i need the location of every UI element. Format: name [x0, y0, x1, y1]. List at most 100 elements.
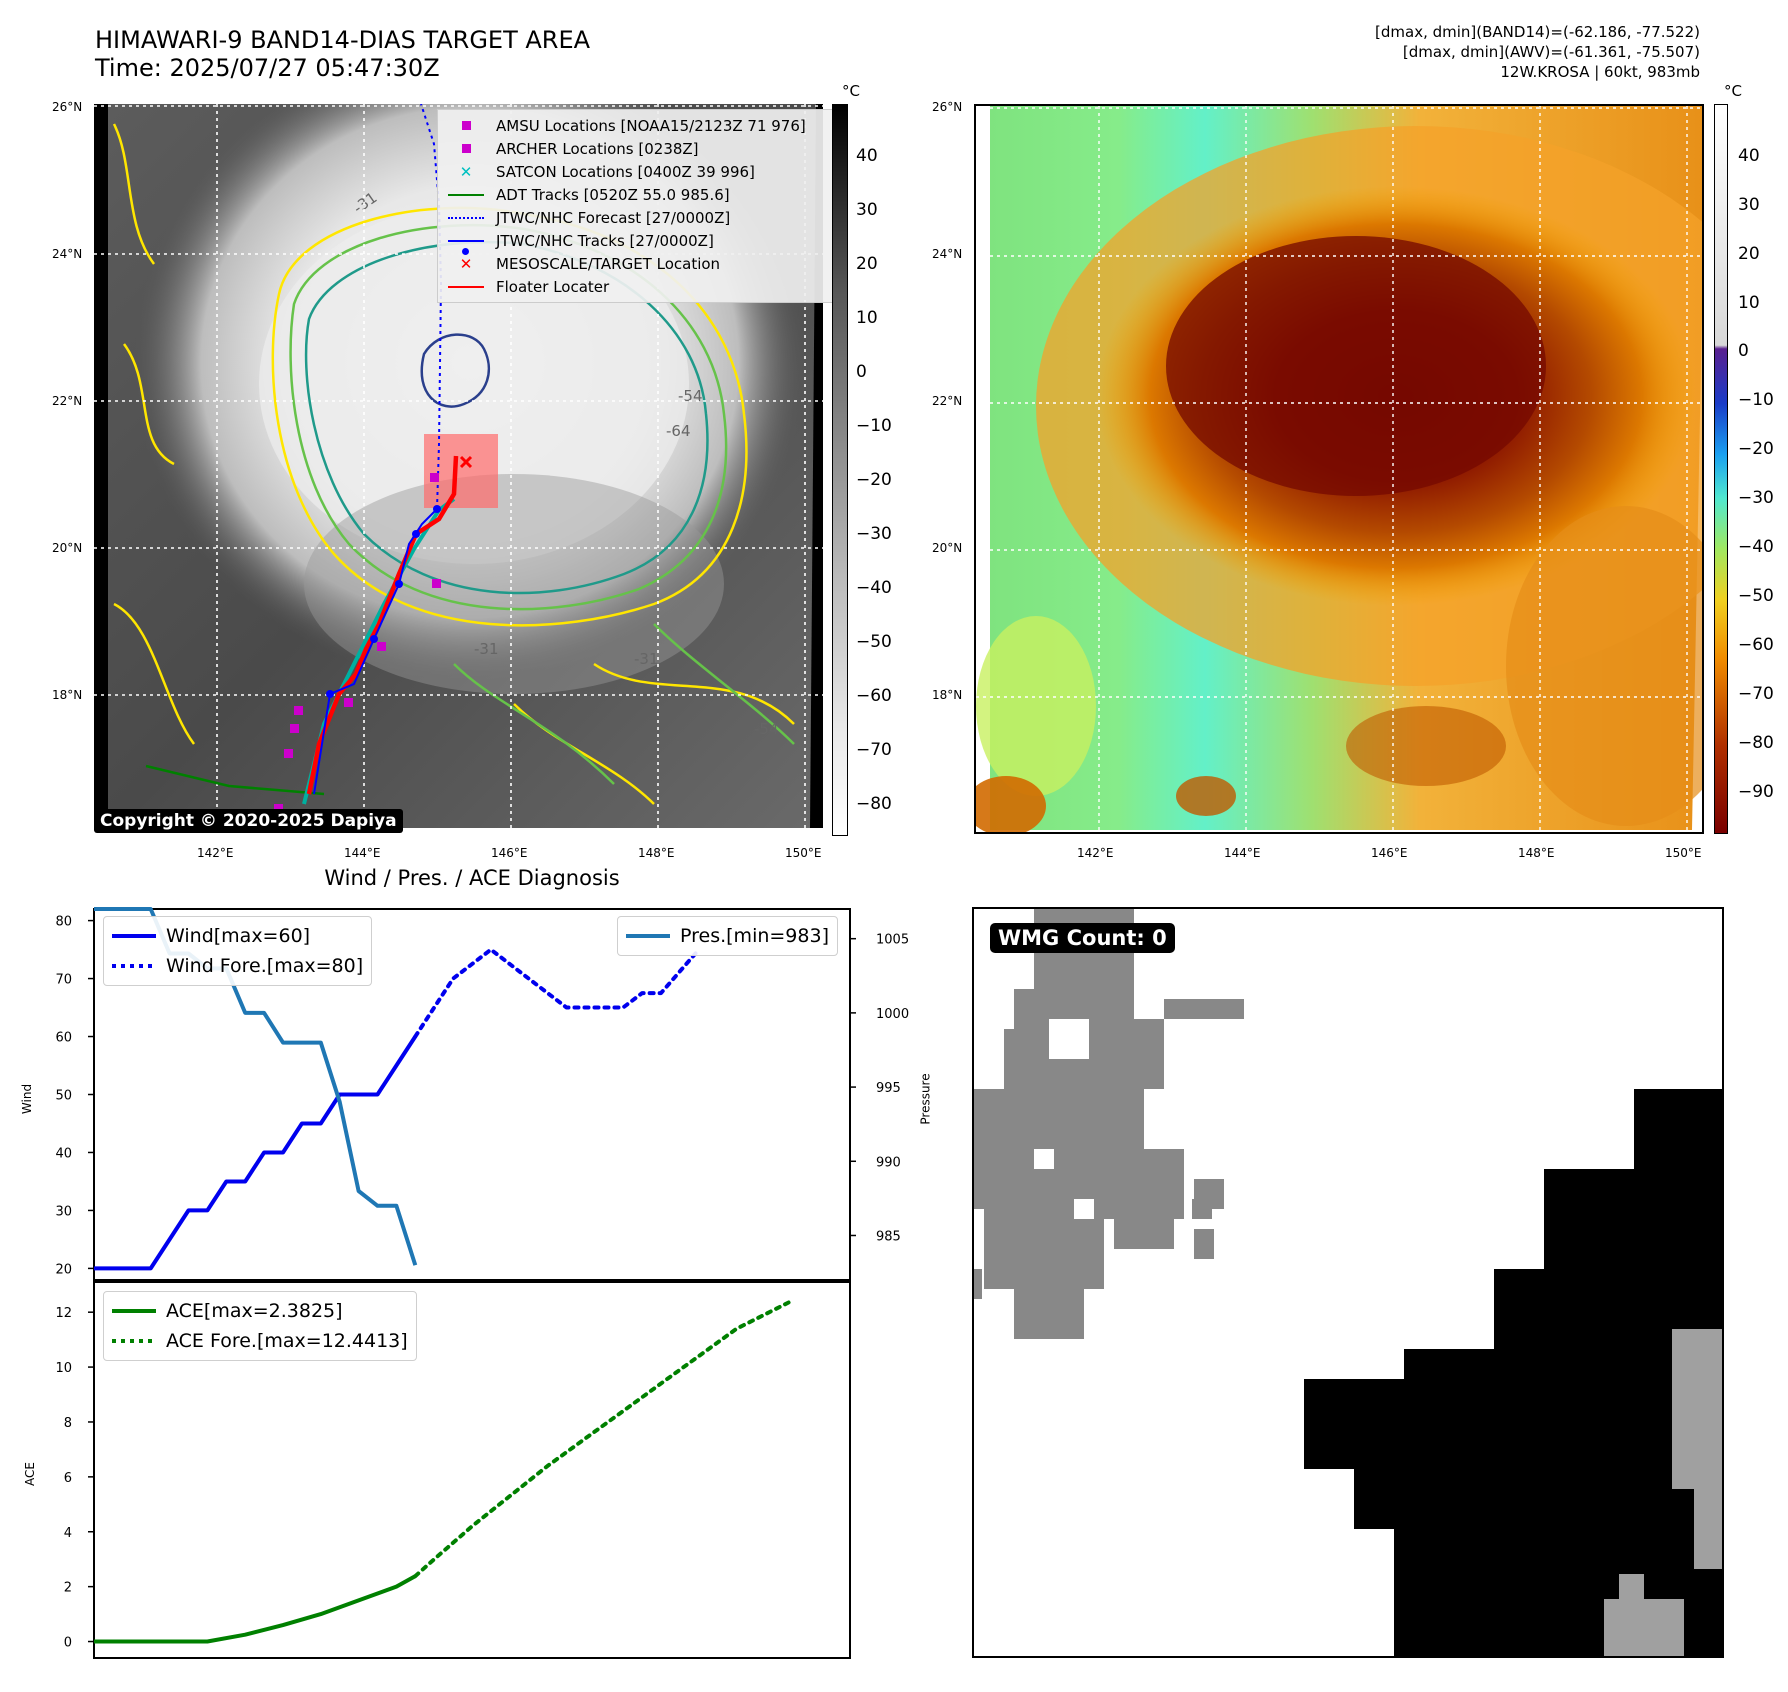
title-line-2: Time: 2025/07/27 05:47:30Z [95, 54, 440, 82]
lat-label: 20°N [52, 541, 83, 555]
legend-wind-forecast: Wind Fore.[max=80] [112, 951, 363, 981]
wind-ytick-label: 70 [55, 973, 72, 988]
light-gray-mask-region [1604, 1329, 1722, 1656]
jtwc-track [313, 508, 438, 795]
map-legend: AMSU Locations [NOAA15/2123Z 71 976] ARC… [437, 109, 835, 303]
copyright-badge: Copyright © 2020-2025 Dapiya [94, 809, 403, 833]
solid-line-icon [112, 1309, 156, 1313]
solid-line-icon [448, 193, 484, 196]
legend-satcon: ✕ SATCON Locations [0400Z 39 996] [446, 160, 826, 183]
mesoscale-target-box [424, 434, 498, 508]
lon-label: 146°E [1371, 846, 1408, 860]
wmg-mask-map [974, 909, 1722, 1656]
legend-pressure: Pres.[min=983] [626, 921, 829, 951]
adt-track [145, 764, 325, 796]
wind-ytick-label: 60 [55, 1031, 72, 1046]
lon-label: 150°E [785, 846, 822, 860]
lon-label: 148°E [638, 846, 675, 860]
lon-label: 144°E [1224, 846, 1261, 860]
lon-label: 142°E [197, 846, 234, 860]
ace-ytick-label: 0 [64, 1636, 72, 1651]
black-mask-region [1304, 1089, 1722, 1656]
legend-jtwc-tracks: JTWC/NHC Tracks [27/0000Z] [446, 229, 826, 255]
solid-line-icon [626, 934, 670, 938]
pressure-axis-label: Pressure [918, 1073, 933, 1125]
lat-label: 24°N [52, 247, 83, 261]
lon-label: 148°E [1518, 846, 1555, 860]
pressure-ytick-label: 985 [876, 1229, 901, 1244]
lat-label: 26°N [52, 100, 83, 114]
square-marker-icon [461, 144, 471, 153]
ace-ytick-label: 6 [64, 1471, 72, 1486]
pressure-ytick-label: 1000 [876, 1007, 909, 1022]
ace-ytick-label: 2 [64, 1581, 72, 1596]
colorbar-unit: °C [1724, 82, 1742, 100]
dotted-line-icon [112, 1339, 156, 1343]
wind-ytick-label: 20 [55, 1262, 72, 1277]
wind-ytick-label: 50 [55, 1089, 72, 1104]
ace-series-line-1 [413, 1298, 796, 1579]
lat-label: 18°N [52, 688, 83, 702]
ace-plot-frame [93, 1281, 851, 1659]
ace-legend: ACE[max=2.3825] ACE Fore.[max=12.4413] [103, 1291, 417, 1361]
legend-floater: Floater Locater [446, 275, 826, 298]
target-location-marker [459, 455, 473, 469]
lon-label: 146°E [491, 846, 528, 860]
dotted-line-icon [112, 964, 156, 968]
wind-ytick-label: 30 [55, 1204, 72, 1219]
colorbar-unit: °C [842, 82, 860, 100]
ace-ytick-label: 8 [64, 1416, 72, 1431]
legend-mesoscale: ✕ MESOSCALE/TARGET Location [446, 252, 826, 275]
lat-label: 26°N [932, 100, 963, 114]
ace-series-line-0 [94, 1574, 417, 1644]
wmg-count-badge: WMG Count: 0 [990, 923, 1175, 953]
lat-label: 18°N [932, 688, 963, 702]
legend-wind: Wind[max=60] [112, 921, 363, 951]
wind-legend: Wind[max=60] Wind Fore.[max=80] [103, 916, 373, 986]
pressure-legend: Pres.[min=983] [617, 916, 838, 956]
left-colorbar-ticks: 40 30 20 10 0 −10 −20 −30 −40 −50 −60 −7… [856, 146, 892, 814]
ace-ytick-label: 4 [64, 1526, 72, 1541]
series-line-0 [94, 1035, 417, 1271]
x-marker-icon: ✕ [459, 254, 473, 273]
wmg-panel: WMG Count: 0 [972, 907, 1724, 1658]
legend-adt: ADT Tracks [0520Z 55.0 985.6] [446, 183, 826, 206]
contour-label: -64 [666, 422, 691, 440]
contour-label: -31 [474, 640, 499, 658]
wind-axis-label: Wind [20, 1083, 35, 1115]
awv-satellite-map [976, 106, 1702, 832]
ace-ytick-label: 12 [55, 1306, 72, 1321]
info-line-band14: [dmax, dmin](BAND14)=(-62.186, -77.522) [1375, 23, 1700, 41]
contour-label: -31 [634, 650, 659, 668]
lat-label: 20°N [932, 541, 963, 555]
right-map-panel [974, 104, 1704, 834]
legend-ace: ACE[max=2.3825] [112, 1296, 408, 1326]
x-marker-icon: ✕ [459, 162, 473, 181]
dotted-line-icon [448, 216, 484, 219]
figure-title: HIMAWARI-9 BAND14-DIAS TARGET AREA Time:… [95, 26, 590, 82]
pressure-ytick-label: 990 [876, 1155, 901, 1170]
legend-ace-forecast: ACE Fore.[max=12.4413] [112, 1326, 408, 1356]
pressure-ytick-label: 995 [876, 1081, 901, 1096]
right-colorbar-ticks: 40 30 20 10 0 −10 −20 −30 −40 −50 −60 −7… [1738, 146, 1774, 802]
lat-label: 22°N [932, 394, 963, 408]
ace-chart: 0 2 4 6 8 10 12 [55, 1281, 851, 1659]
lat-label: 24°N [932, 247, 963, 261]
contour-label: -54 [678, 387, 703, 405]
contour-label: -54 [754, 720, 779, 738]
left-map-panel: -31 -54 -64 -31 -31 -54 [54, 74, 854, 834]
lon-label: 150°E [1665, 846, 1702, 860]
solid-line-icon [448, 285, 484, 288]
ace-axis-label: ACE [22, 1462, 37, 1486]
line-with-dot-icon [448, 239, 484, 242]
wind-ytick-label: 40 [55, 1146, 72, 1161]
series-line-1 [413, 947, 701, 1039]
solid-line-icon [112, 934, 156, 938]
grayscale-colorbar [832, 104, 848, 836]
lat-label: 22°N [52, 394, 83, 408]
square-marker-icon [461, 121, 471, 130]
legend-archer: ARCHER Locations [0238Z] [446, 137, 826, 160]
title-line-1: HIMAWARI-9 BAND14-DIAS TARGET AREA [95, 26, 591, 54]
wind-ytick-label: 80 [55, 915, 72, 930]
ace-ytick-label: 10 [55, 1361, 72, 1376]
